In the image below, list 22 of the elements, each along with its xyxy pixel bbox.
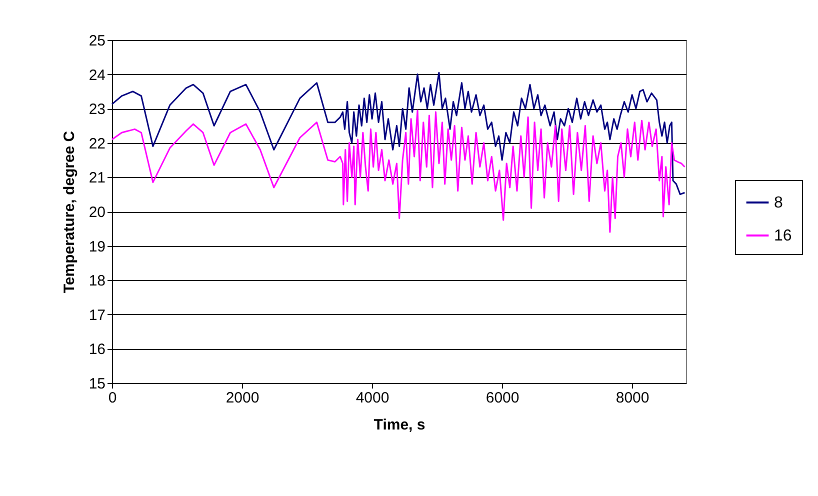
x-tick-label: 0 bbox=[108, 390, 117, 406]
y-tick-label: 22 bbox=[88, 135, 106, 152]
line-series bbox=[111, 72, 686, 196]
y-tick-label: 25 bbox=[88, 32, 106, 50]
y-tick-label: 17 bbox=[88, 306, 106, 324]
y-axis-title: Temperature, degree C bbox=[60, 130, 78, 294]
legend-label: 8 bbox=[774, 194, 783, 212]
y-tick-label: 23 bbox=[88, 101, 106, 118]
y-tick-label: 15 bbox=[88, 376, 106, 392]
y-tick-label: 18 bbox=[88, 272, 106, 290]
legend-label: 16 bbox=[774, 228, 792, 244]
y-tick-label: 20 bbox=[88, 204, 106, 221]
y-tick-label: 24 bbox=[88, 66, 106, 84]
y-tick-label: 21 bbox=[88, 170, 106, 187]
y-tick-label: 16 bbox=[88, 341, 106, 358]
x-tick-label: 8000 bbox=[616, 390, 650, 406]
y-tick-label: 19 bbox=[88, 238, 106, 256]
x-tick-label: 4000 bbox=[356, 390, 390, 406]
x-tick-label: 6000 bbox=[486, 390, 520, 406]
x-axis-title: Time, s bbox=[374, 416, 426, 434]
x-tick-label: 2000 bbox=[226, 390, 260, 406]
line-series bbox=[111, 110, 686, 233]
